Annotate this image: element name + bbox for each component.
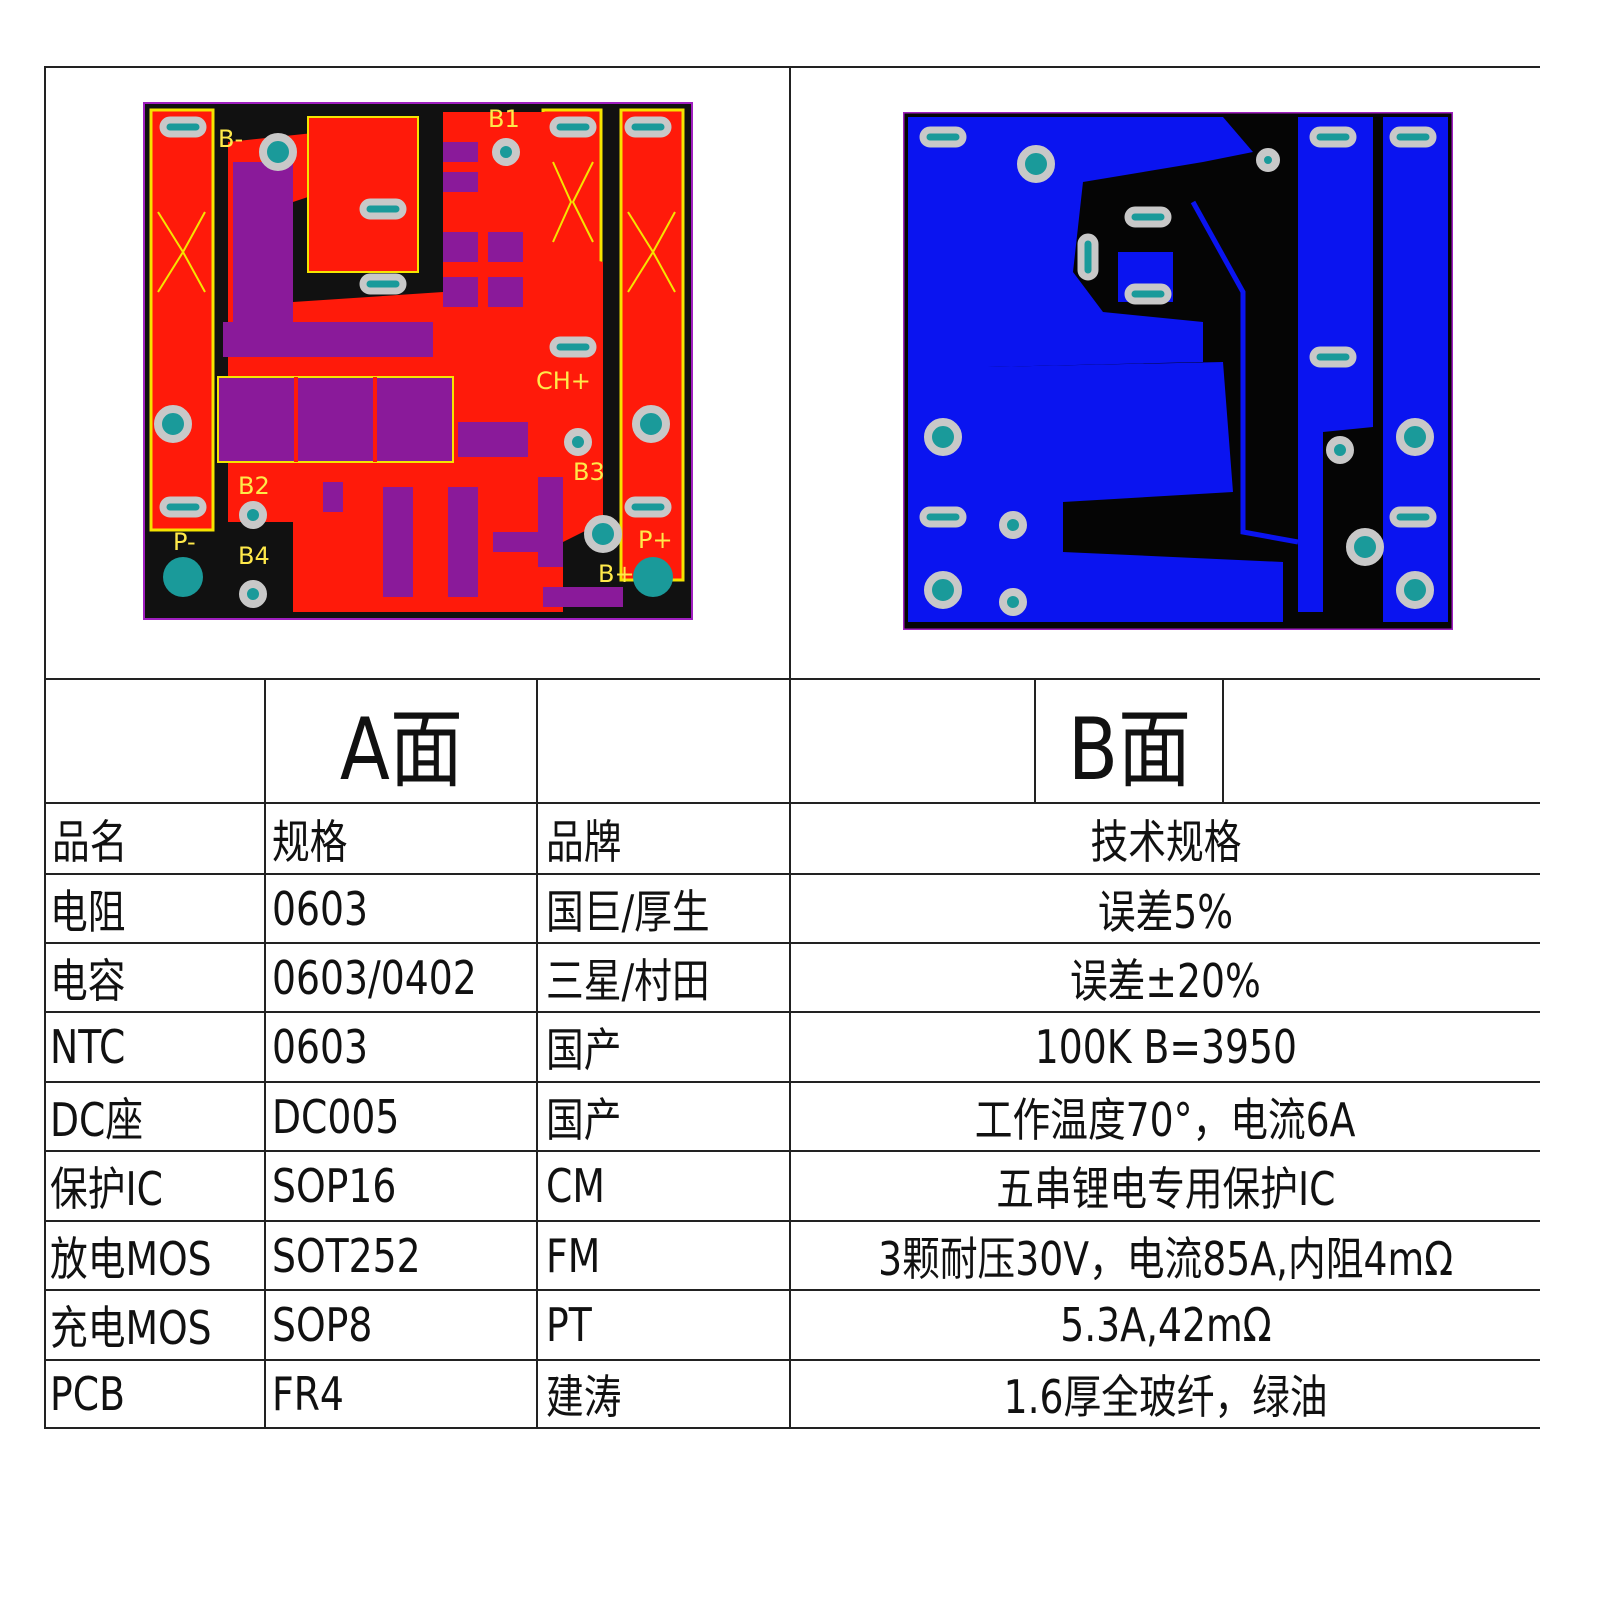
cell-name: 放电MOS: [50, 1222, 262, 1289]
cell-text: 放电MOS: [50, 1231, 212, 1286]
cell-brand: 国巨/厚生: [546, 875, 788, 942]
cell-text: 误差±20%: [1070, 953, 1261, 1008]
cell-text: 0603: [272, 881, 369, 936]
pcb-a-side-image: B- B1 B2 B3 B4 P- P+ B+ CH+: [143, 102, 693, 620]
cell-text: 保护IC: [50, 1162, 163, 1216]
cell-brand: CM: [546, 1152, 788, 1220]
cell-text: 工作温度70°，电流6A: [975, 1092, 1356, 1147]
cell-spec: SOP16: [272, 1152, 534, 1220]
pcb-label-p-plus: P+: [638, 526, 673, 554]
cell-name: PCB: [50, 1361, 262, 1427]
cell-text: 充电MOS: [50, 1301, 212, 1355]
cell-text: SOP8: [272, 1298, 373, 1352]
cell-text: DC005: [272, 1089, 400, 1144]
cell-tech: 工作温度70°，电流6A: [791, 1083, 1540, 1150]
cell-tech: 误差5%: [791, 875, 1540, 942]
side-a-heading: A面: [339, 699, 463, 800]
cell-brand: 建涛: [546, 1361, 788, 1427]
cell-text: FR4: [272, 1367, 344, 1421]
cell-name: 电容: [50, 944, 262, 1011]
cell-text: 国产: [546, 1023, 622, 1077]
side-b-heading: B面: [1067, 699, 1191, 800]
pcb-label-b-minus: B-: [218, 125, 243, 153]
cell-name: NTC: [50, 1013, 262, 1081]
pcb-label-b4: B4: [238, 542, 270, 570]
column-header-brand: 品牌: [546, 814, 622, 869]
cell-text: CM: [546, 1159, 605, 1213]
cell-tech: 3颗耐压30V，电流85A,内阻4mΩ: [791, 1222, 1540, 1289]
cell-text: 国产: [546, 1092, 622, 1147]
cell-text: 建涛: [546, 1370, 622, 1424]
cell-spec: SOT252: [272, 1222, 534, 1289]
cell-tech: 100K B=3950: [791, 1013, 1540, 1081]
cell-text: 3颗耐压30V，电流85A,内阻4mΩ: [878, 1231, 1453, 1286]
cell-text: 五串锂电专用保护IC: [995, 1162, 1336, 1216]
cell-text: 电容: [50, 953, 126, 1008]
cell-text: DC座: [50, 1092, 144, 1147]
cell-spec: 0603: [272, 1013, 534, 1081]
cell-text: SOT252: [272, 1228, 421, 1283]
cell-text: 误差5%: [1097, 884, 1234, 939]
pcb-label-ch-plus: CH+: [536, 367, 591, 395]
cell-text: 0603: [272, 1020, 369, 1074]
cell-name: 电阻: [50, 875, 262, 942]
cell-text: 电阻: [50, 884, 126, 939]
cell-spec: 0603: [272, 875, 534, 942]
cell-text: PT: [546, 1298, 592, 1352]
cell-brand: 三星/村田: [546, 944, 788, 1011]
cell-brand: 国产: [546, 1083, 788, 1150]
cell-text: NTC: [50, 1020, 126, 1074]
cell-brand: PT: [546, 1291, 788, 1359]
cell-tech: 1.6厚全玻纤，绿油: [791, 1361, 1540, 1427]
pcb-b-side-image: [903, 112, 1453, 630]
cell-text: 100K B=3950: [1034, 1020, 1297, 1074]
cell-brand: 国产: [546, 1013, 788, 1081]
cell-name: DC座: [50, 1083, 262, 1150]
cell-name: 保护IC: [50, 1152, 262, 1220]
cell-text: 国巨/厚生: [546, 884, 710, 939]
pcb-label-b3: B3: [573, 458, 605, 486]
cell-spec: SOP8: [272, 1291, 534, 1359]
column-header-name: 品名: [52, 814, 128, 869]
cell-text: FM: [546, 1228, 601, 1283]
column-header-tech-spec: 技术规格: [1090, 814, 1241, 869]
cell-text: PCB: [50, 1367, 125, 1421]
cell-text: SOP16: [272, 1159, 397, 1213]
cell-tech: 误差±20%: [791, 944, 1540, 1011]
cell-tech: 五串锂电专用保护IC: [791, 1152, 1540, 1220]
cell-text: 三星/村田: [546, 953, 710, 1008]
cell-brand: FM: [546, 1222, 788, 1289]
cell-spec: FR4: [272, 1361, 534, 1427]
cell-text: 0603/0402: [272, 950, 477, 1005]
cell-text: 5.3A,42mΩ: [1059, 1298, 1272, 1352]
pcb-label-p-minus: P-: [173, 528, 196, 556]
cell-name: 充电MOS: [50, 1291, 262, 1359]
cell-text: 1.6厚全玻纤，绿油: [1003, 1370, 1328, 1424]
pcb-label-b2: B2: [238, 472, 270, 500]
cell-spec: 0603/0402: [272, 944, 534, 1011]
cell-spec: DC005: [272, 1083, 534, 1150]
pcb-label-b-plus: B+: [598, 560, 635, 588]
cell-tech: 5.3A,42mΩ: [791, 1291, 1540, 1359]
column-header-spec: 规格: [272, 814, 348, 869]
pcb-label-b1: B1: [488, 105, 520, 133]
